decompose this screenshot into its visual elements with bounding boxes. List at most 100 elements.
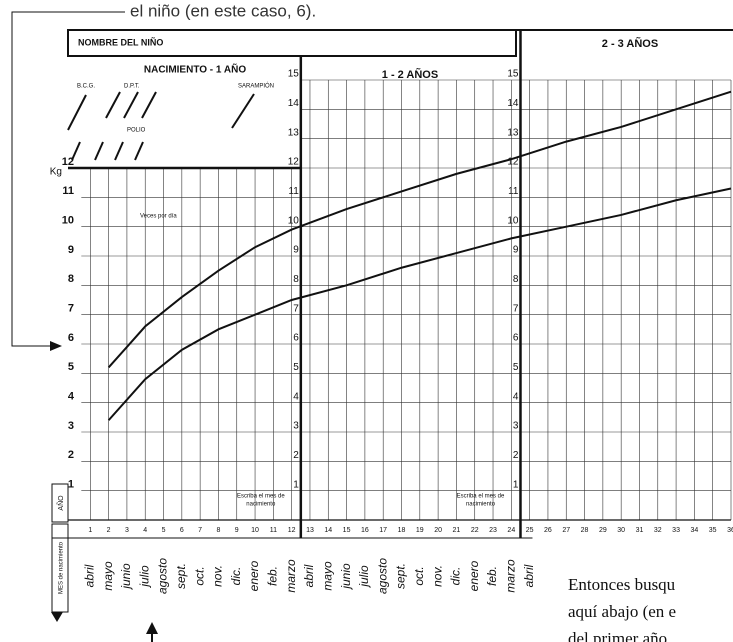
x-tick-label: 20: [434, 527, 442, 534]
y-tick-label: 3: [513, 421, 519, 432]
note-text: el niño (en este caso, 6).: [130, 1, 316, 20]
month-label: dic.: [229, 567, 243, 586]
vaccine-label: POLIO: [127, 128, 146, 134]
y-tick-label: 3: [293, 421, 299, 432]
x-tick-label: 26: [544, 527, 552, 534]
x-tick-label: 15: [343, 527, 351, 534]
x-tick-label: 22: [471, 527, 479, 534]
month-label: julio: [357, 565, 371, 589]
x-tick-label: 3: [125, 527, 129, 534]
write-month-note: nacimiento: [246, 502, 276, 508]
vaccine-label: D.P.T.: [124, 84, 140, 90]
y-tick-label: 12: [62, 156, 74, 168]
x-tick-label: 36: [727, 527, 733, 534]
vaccine-label: B.C.G.: [77, 84, 95, 90]
y-tick-label: 1: [293, 479, 299, 490]
y-tick-label: 12: [507, 157, 519, 168]
x-tick-label: 34: [690, 527, 698, 534]
y-tick-label: 15: [507, 69, 519, 80]
month-label: mayo: [101, 561, 115, 591]
month-label: feb.: [485, 566, 499, 586]
y-tick-label: 2: [68, 449, 74, 461]
y-tick-label: 15: [288, 69, 300, 80]
month-label: sept.: [174, 563, 188, 589]
y-tick-label: 8: [68, 273, 74, 285]
write-month-note: Escriba el mes de: [457, 494, 505, 500]
growth-curve: [107, 90, 732, 369]
y-tick-label: 1: [68, 479, 74, 491]
x-tick-label: 24: [507, 527, 515, 534]
feeding-label: Veces por día: [140, 214, 177, 220]
month-label: enero: [247, 560, 261, 591]
y-tick-label: 5: [68, 361, 74, 373]
y-tick-label: 9: [293, 245, 299, 256]
body-line: Entonces busqu: [568, 575, 676, 594]
x-tick-label: 17: [379, 527, 387, 534]
x-tick-label: 12: [288, 527, 296, 534]
y-tick-label: 11: [62, 185, 74, 197]
year-box: [51, 483, 69, 523]
name-label: NOMBRE DEL NIÑO: [78, 37, 163, 47]
period-label: 2 - 3 AÑOS: [602, 37, 658, 50]
y-tick-label: 7: [513, 303, 519, 314]
month-label: MES de nacimiento: [59, 541, 65, 594]
x-tick-label: 16: [361, 527, 369, 534]
year-label: AÑO: [56, 495, 65, 511]
x-tick-label: 30: [617, 527, 625, 534]
up-arrow: [146, 622, 158, 634]
name-box: [67, 29, 517, 57]
x-tick-label: 19: [416, 527, 424, 534]
month-label: enero: [467, 560, 481, 591]
y-unit: Kg: [50, 167, 62, 178]
x-tick-label: 25: [526, 527, 534, 534]
x-tick-label: 10: [251, 527, 259, 534]
month-label: junio: [119, 563, 133, 591]
y-tick-label: 6: [513, 333, 519, 344]
y-tick-label: 14: [288, 98, 300, 109]
month-label: dic.: [449, 567, 463, 586]
month-label: abril: [522, 564, 536, 587]
x-tick-label: 4: [143, 527, 147, 534]
period-label: NACIMIENTO - 1 AÑO: [144, 63, 246, 76]
x-tick-label: 29: [599, 527, 607, 534]
x-tick-label: 28: [581, 527, 589, 534]
vaccine-icons: [67, 91, 255, 161]
x-tick-label: 21: [453, 527, 461, 534]
body-line: del primer año: [568, 629, 667, 642]
y-tick-label: 5: [293, 362, 299, 373]
month-label: mayo: [320, 561, 334, 591]
y-tick-label: 1: [513, 479, 519, 490]
write-month-note: Escriba el mes de: [237, 494, 285, 500]
y-tick-label: 11: [508, 186, 519, 197]
y-tick-label: 4: [513, 391, 519, 402]
x-tick-label: 35: [709, 527, 717, 534]
x-tick-label: 7: [198, 527, 202, 534]
y-tick-label: 5: [513, 362, 519, 373]
x-tick-label: 33: [672, 527, 680, 534]
x-tick-label: 1: [88, 527, 92, 534]
y-tick-label: 14: [507, 98, 519, 109]
write-month-note: nacimiento: [466, 502, 496, 508]
pointer-line: [11, 11, 125, 347]
period-label: 1 - 2 AÑOS: [382, 68, 438, 81]
month-label: marzo: [504, 559, 518, 593]
y-tick-label: 13: [288, 127, 300, 138]
y-tick-label: 13: [507, 127, 519, 138]
y-tick-label: 10: [62, 215, 74, 227]
y-tick-label: 12: [288, 157, 300, 168]
body-text: Entonces busqu aquí abajo (en e del prim…: [568, 575, 676, 642]
x-tick-label: 31: [636, 527, 644, 534]
y-tick-label: 10: [507, 215, 519, 226]
y-tick-label: 6: [293, 333, 299, 344]
x-tick-label: 14: [324, 527, 332, 534]
month-label: junio: [339, 563, 353, 591]
y-tick-label: 8: [513, 274, 519, 285]
y-tick-label: 3: [68, 420, 74, 432]
x-tick-label: 8: [216, 527, 220, 534]
x-tick-label: 23: [489, 527, 497, 534]
x-tick-label: 11: [270, 527, 277, 534]
y-tick-label: 2: [513, 450, 519, 461]
pointer-arrow: [50, 341, 62, 351]
y-tick-label: 11: [288, 186, 299, 197]
body-line: aquí abajo (en e: [568, 602, 676, 621]
